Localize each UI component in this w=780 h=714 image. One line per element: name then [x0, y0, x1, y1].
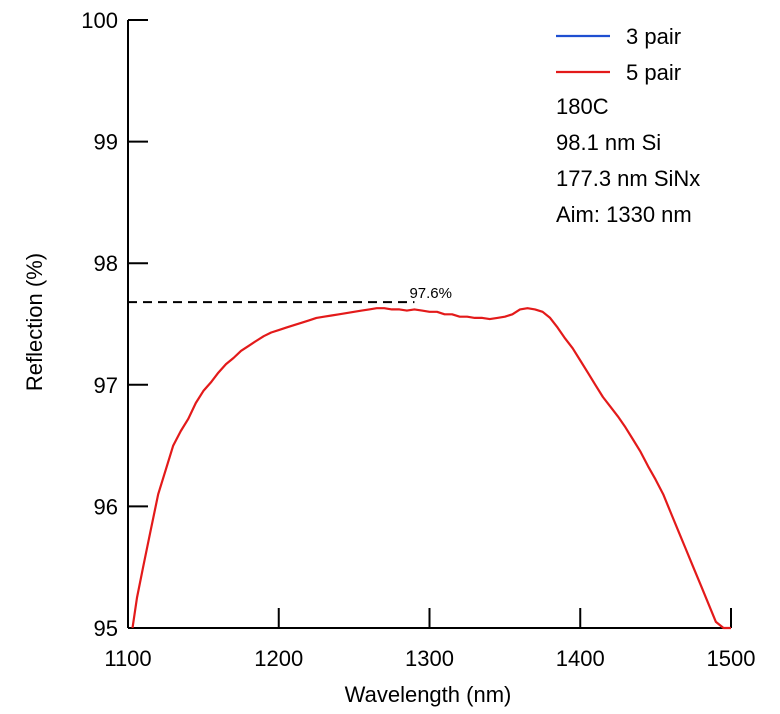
x-axis-ticks: 1100 1200 1300 1400 1500: [104, 608, 755, 671]
legend: 3 pair 5 pair: [556, 24, 681, 85]
x-tick-label: 1300: [405, 646, 454, 671]
series-layer: [131, 307, 731, 630]
y-tick-label: 100: [81, 8, 118, 33]
y-axis-title: Reflection (%): [22, 253, 47, 391]
y-tick-label: 98: [94, 251, 118, 276]
note-sinx-thickness: 177.3 nm SiNx: [556, 166, 700, 191]
y-tick-label: 97: [94, 373, 118, 398]
x-tick-label: 1100: [104, 646, 151, 671]
x-tick-label: 1400: [556, 646, 605, 671]
x-axis-title: Wavelength (nm): [345, 682, 512, 707]
note-si-thickness: 98.1 nm Si: [556, 130, 661, 155]
y-axis-ticks: 95 96 97 98 99 100: [81, 8, 148, 641]
legend-label-5-pair: 5 pair: [626, 60, 681, 85]
note-temperature: 180C: [556, 94, 609, 119]
annotation-layer: 97.6%: [128, 285, 452, 304]
note-aim-wavelength: Aim: 1330 nm: [556, 202, 692, 227]
series-line-5-pair: [131, 307, 731, 630]
y-tick-label: 99: [94, 130, 118, 155]
reference-label: 97.6%: [409, 285, 452, 302]
x-tick-label: 1200: [254, 646, 303, 671]
y-tick-label: 96: [94, 494, 118, 519]
x-tick-label: 1500: [707, 646, 756, 671]
axes: [127, 20, 731, 629]
parameter-notes: 180C 98.1 nm Si 177.3 nm SiNx Aim: 1330 …: [556, 94, 700, 227]
y-tick-label: 95: [94, 616, 118, 641]
legend-label-3-pair: 3 pair: [626, 24, 681, 49]
